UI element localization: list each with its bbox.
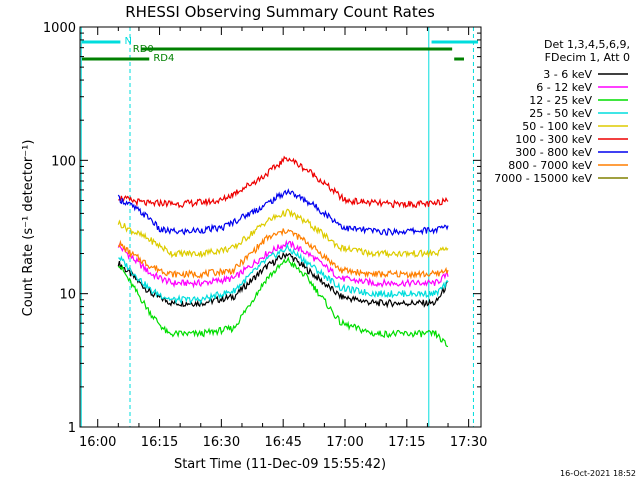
- legend-entry-label: 300 - 800 keV: [515, 146, 592, 159]
- series-line: [117, 239, 449, 289]
- x-tick-label: 16:00: [79, 435, 116, 450]
- segment-label-n: N: [125, 36, 132, 47]
- legend-header-line-2: FDecim 1, Att 0: [545, 51, 630, 64]
- axes: 1 10 100 1000 16:00 16:15 16:30 16:45 17:00 17:15…: [43, 21, 487, 450]
- x-tick-label: 16:15: [141, 435, 178, 450]
- x-tick-label: 17:00: [326, 435, 363, 450]
- x-tick-label: 17:30: [450, 435, 487, 450]
- legend-entry-label: 800 - 7000 keV: [508, 159, 592, 172]
- legend-entry-label: 3 - 6 keV: [543, 68, 592, 81]
- y-tick-label: 1000: [43, 21, 76, 36]
- series-lines: [117, 155, 449, 348]
- legend-entry-label: 6 - 12 keV: [536, 81, 592, 94]
- y-axis-label: Count Rate (s⁻¹ detector⁻¹): [21, 140, 36, 317]
- plot-frame: [79, 26, 482, 428]
- segment-label-rd0: RD0: [133, 44, 154, 55]
- x-tick-label: 16:45: [264, 435, 301, 450]
- y-tick-label: 1: [68, 421, 76, 436]
- footer-timestamp: 16-Oct-2021 18:52: [560, 469, 636, 478]
- y-tick-label: 10: [59, 288, 76, 303]
- legend-entry-label: 12 - 25 keV: [529, 94, 592, 107]
- segment-label-rd4: RD4: [153, 53, 174, 64]
- legend-entry-label: 50 - 100 keV: [522, 120, 592, 133]
- series-line: [117, 228, 449, 280]
- series-line: [117, 208, 449, 259]
- series-line: [117, 256, 449, 348]
- legend-entry-label: 7000 - 15000 keV: [494, 172, 592, 185]
- legend-entry-label: 25 - 50 keV: [529, 107, 592, 120]
- y-tick-label: 100: [51, 154, 76, 169]
- x-tick-label: 16:30: [203, 435, 240, 450]
- chart-title: RHESSI Observing Summary Count Rates: [125, 3, 435, 21]
- series-line: [117, 188, 449, 236]
- series-line: [118, 242, 449, 305]
- x-tick-label: 17:15: [388, 435, 425, 450]
- legend-entry-label: 100 - 300 keV: [515, 133, 592, 146]
- series-line: [117, 251, 449, 309]
- series-line: [118, 155, 449, 209]
- legend-header-line-1: Det 1,3,4,5,6,9,: [544, 38, 630, 51]
- x-axis-label: Start Time (11-Dec-09 15:55:42): [174, 457, 386, 472]
